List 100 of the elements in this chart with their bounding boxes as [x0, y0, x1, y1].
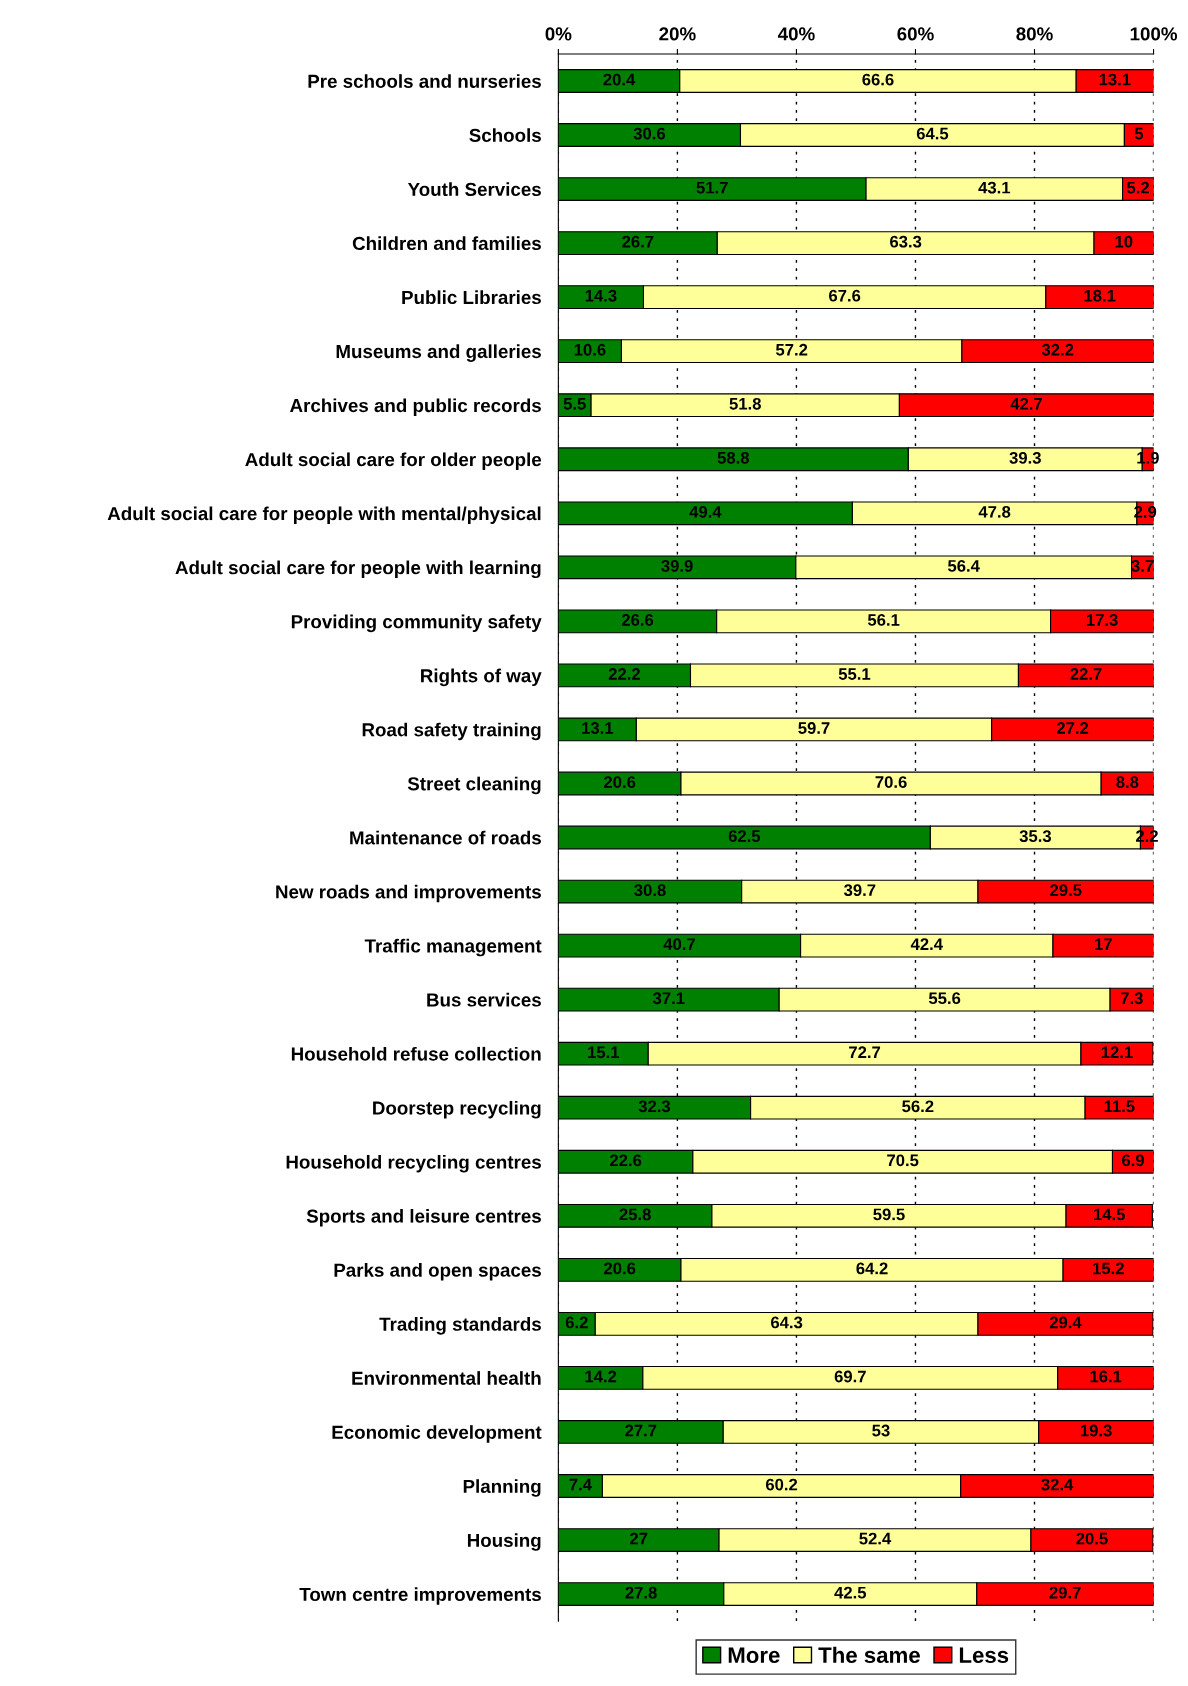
data-label: 22.7 — [1070, 668, 1102, 680]
data-label: 25.8 — [619, 1208, 651, 1221]
x-tick-label: 100% — [1130, 27, 1178, 41]
data-label: 51.7 — [696, 181, 728, 194]
y-tick-label: Traffic management — [364, 938, 542, 957]
data-label: 32.3 — [638, 1100, 671, 1113]
data-label: 13.1 — [1099, 73, 1131, 86]
y-tick-label: Adult social care for older people — [245, 452, 542, 470]
data-label: 13.1 — [582, 722, 614, 734]
y-tick-label: Sports and leisure centres — [306, 1209, 541, 1227]
data-label: 5.5 — [563, 398, 586, 410]
data-label: 27.7 — [625, 1424, 657, 1437]
data-label: 55.1 — [838, 668, 871, 680]
legend-label: The same — [818, 1646, 920, 1664]
data-label: 22.6 — [609, 1154, 642, 1167]
data-label: 64.5 — [916, 127, 949, 140]
data-label: 62.5 — [728, 830, 761, 842]
data-label: 39.7 — [843, 884, 876, 897]
data-label: 27.8 — [625, 1586, 657, 1599]
y-tick-label: Parks and open spaces — [334, 1263, 541, 1281]
data-label: 60.2 — [765, 1478, 798, 1491]
data-label: 70.5 — [887, 1154, 919, 1167]
data-label: 22.2 — [608, 668, 640, 680]
data-label: 47.8 — [978, 505, 1011, 518]
y-tick-label: Street cleaning — [407, 776, 541, 795]
y-tick-label: Household refuse collection — [291, 1046, 541, 1061]
y-tick-label: Environmental health — [352, 1371, 541, 1385]
data-label: 16.1 — [1090, 1370, 1122, 1383]
data-label: 19.3 — [1080, 1424, 1112, 1437]
x-tick-label: 80% — [1016, 27, 1053, 41]
data-label: 6.9 — [1122, 1154, 1144, 1167]
y-tick-label: Providing community safety — [291, 614, 542, 633]
data-label: 37.1 — [652, 992, 685, 1005]
data-label: 15.1 — [588, 1046, 620, 1059]
data-label: 20.6 — [604, 776, 636, 788]
data-label: 26.6 — [621, 614, 654, 626]
y-tick-label: Bus services — [427, 992, 541, 1007]
data-label: 6.2 — [565, 1316, 588, 1329]
data-label: 12.1 — [1101, 1046, 1133, 1058]
data-label: 52.4 — [859, 1532, 892, 1545]
data-label: 67.6 — [829, 289, 861, 302]
y-tick-label: Public Libraries — [402, 290, 541, 305]
data-label: 56.4 — [947, 560, 980, 572]
data-label: 14.3 — [585, 289, 617, 302]
y-tick-label: Archives and public records — [290, 398, 541, 416]
data-label: 7.4 — [569, 1478, 592, 1491]
data-label: 70.6 — [875, 776, 907, 788]
data-label: 14.5 — [1094, 1208, 1125, 1221]
data-label: 69.7 — [834, 1370, 866, 1383]
data-label: 64.3 — [771, 1316, 803, 1329]
data-label: 56.1 — [867, 614, 900, 626]
data-label: 17.3 — [1086, 614, 1118, 626]
data-label: 29.7 — [1049, 1586, 1081, 1599]
y-tick-label: Adult social care for people with mental/physical — [107, 506, 541, 524]
data-label: 14.2 — [585, 1370, 617, 1383]
y-tick-label: Adult social care for people with learning — [175, 560, 541, 579]
data-label: 42.4 — [910, 938, 943, 950]
data-label: 35.3 — [1019, 830, 1052, 843]
data-label: 10.6 — [574, 343, 606, 356]
data-label: 20.5 — [1076, 1532, 1108, 1545]
data-label: 27.2 — [1056, 722, 1089, 734]
y-tick-label: Town centre improvements — [299, 1587, 541, 1605]
y-tick-label: Children and families — [352, 236, 541, 251]
legend-label: Less — [959, 1647, 1009, 1664]
data-label: 20.4 — [603, 73, 636, 86]
data-label: 5 — [1134, 127, 1144, 140]
data-label: 42.5 — [834, 1586, 867, 1599]
data-label: 32.2 — [1041, 343, 1074, 356]
data-label: 17 — [1095, 938, 1112, 950]
y-tick-label: Pre schools and nurseries — [308, 74, 541, 88]
data-label: 26.7 — [622, 235, 654, 248]
data-label: 40.7 — [663, 938, 695, 951]
data-label: 56.2 — [902, 1100, 934, 1113]
data-label: 64.2 — [856, 1262, 888, 1275]
data-label: 59.5 — [873, 1208, 905, 1221]
y-tick-label: Trading standards — [379, 1317, 541, 1335]
y-tick-label: Housing — [467, 1533, 541, 1551]
y-tick-label: Road safety training — [362, 722, 541, 741]
data-label: 49.4 — [689, 505, 722, 518]
data-label: 72.7 — [849, 1046, 881, 1058]
data-label: 42.7 — [1010, 397, 1042, 410]
data-label: 32.4 — [1041, 1478, 1074, 1491]
y-tick-label: Maintenance of roads — [350, 830, 541, 845]
data-label: 39.9 — [661, 560, 693, 572]
data-label: 20.6 — [604, 1262, 636, 1275]
x-tick-label: 0% — [545, 27, 572, 41]
data-label: 55.6 — [928, 992, 961, 1005]
data-label: 66.6 — [862, 73, 894, 86]
data-label: 7.3 — [1120, 992, 1143, 1005]
y-tick-label: Museums and galleries — [336, 344, 541, 362]
data-label: 15.2 — [1093, 1262, 1124, 1275]
data-label: 8.8 — [1116, 776, 1139, 788]
data-label: 39.3 — [1009, 451, 1041, 464]
data-label: 43.1 — [978, 181, 1011, 194]
x-tick-label: 20% — [659, 27, 696, 41]
y-tick-label: Schools — [469, 128, 541, 142]
y-tick-label: Economic development — [332, 1425, 542, 1443]
y-tick-label: Rights of way — [421, 668, 542, 687]
y-tick-label: New roads and improvements — [276, 884, 541, 903]
data-label: 29.5 — [1050, 884, 1082, 897]
